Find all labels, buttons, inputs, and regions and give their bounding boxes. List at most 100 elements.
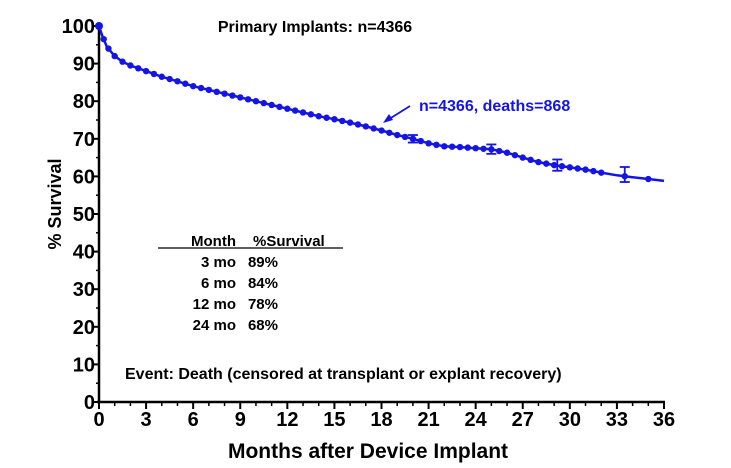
censor-marker (582, 166, 589, 173)
censor-marker (142, 67, 150, 75)
censor-marker (417, 137, 424, 145)
censor-marker (276, 103, 283, 111)
x-tick-label: 12 (276, 409, 298, 431)
censor-marker (291, 107, 299, 114)
censor-marker (111, 52, 118, 60)
censor-marker (543, 160, 550, 167)
censor-marker (95, 22, 103, 30)
censor-marker (645, 175, 652, 183)
x-tick-label: 36 (653, 409, 675, 431)
censor-marker (558, 163, 566, 170)
censor-marker (205, 86, 213, 94)
y-tick-label: 30 (73, 279, 95, 301)
censor-marker (229, 92, 236, 99)
censor-marker (464, 144, 472, 151)
y-tick-label: 10 (73, 354, 95, 376)
censor-marker (511, 151, 519, 159)
table-row-month: 12 mo (193, 296, 236, 313)
censor-marker (284, 105, 291, 112)
censor-marker (100, 35, 107, 43)
censor-marker (527, 156, 534, 164)
table-row-month: 6 mo (201, 275, 236, 292)
y-tick-label: 80 (73, 91, 95, 113)
censor-marker (197, 84, 205, 92)
x-axis-title: Months after Device Implant (228, 440, 508, 463)
table-header-survival: %Survival (253, 233, 325, 250)
censor-marker (386, 129, 393, 136)
table-row-survival: 84% (248, 275, 278, 292)
censor-marker (496, 147, 503, 155)
event-note: Event: Death (censored at transplant or … (125, 366, 562, 383)
survival-curve-line (97, 25, 665, 183)
censor-marker (378, 127, 385, 134)
table-row-survival: 89% (248, 254, 278, 271)
censor-marker (339, 117, 346, 125)
censor-marker (441, 143, 448, 150)
censor-markers (95, 22, 652, 183)
censor-marker (362, 123, 370, 130)
table-row-month: 24 mo (193, 317, 236, 334)
table-row-survival: 68% (248, 317, 278, 334)
y-tick-label: 40 (73, 242, 95, 264)
censor-marker (550, 161, 558, 169)
censor-marker (244, 96, 252, 103)
censor-marker (119, 58, 126, 65)
y-tick-label: 0 (84, 392, 95, 414)
censor-marker (166, 75, 173, 83)
series-label: n=4366, deaths=868 (419, 98, 570, 115)
censor-marker (182, 80, 189, 87)
censor-marker (472, 145, 479, 152)
censor-marker (590, 167, 597, 175)
censor-marker (252, 98, 260, 105)
censor-marker (456, 143, 464, 151)
x-tick-label: 3 (141, 409, 152, 431)
censor-marker (221, 90, 228, 97)
y-tick-label: 20 (73, 317, 95, 339)
censor-marker (535, 158, 542, 166)
censor-marker (150, 70, 158, 78)
censor-marker (135, 65, 142, 72)
censor-marker (237, 94, 244, 101)
censor-marker (346, 119, 354, 126)
censor-marker (331, 116, 338, 123)
y-tick-label: 70 (73, 129, 95, 151)
censor-marker (574, 165, 581, 172)
censor-marker (370, 125, 377, 132)
x-tick-label: 33 (606, 409, 628, 431)
censor-marker (213, 88, 220, 96)
censor-marker (354, 121, 362, 128)
censor-marker (299, 109, 307, 116)
x-tick-label: 9 (235, 409, 246, 431)
censor-marker (566, 164, 574, 171)
censor-marker (189, 82, 197, 90)
table-header-month: Month (191, 233, 236, 250)
series-label-arrowhead (383, 114, 393, 123)
censor-marker (433, 141, 440, 149)
censor-marker (425, 140, 432, 147)
censor-marker (480, 145, 487, 152)
censor-marker (268, 101, 275, 109)
x-tick-label: 21 (417, 409, 439, 431)
y-axis-title: % Survival (45, 158, 65, 249)
x-tick-label: 27 (512, 409, 534, 431)
y-tick-label: 90 (73, 54, 95, 76)
y-tick-label: 50 (73, 204, 95, 226)
x-axis-ticks: 0 3 6 9 12 15 18 21 24 27 30 33 36 (93, 402, 675, 431)
y-tick-label: 60 (73, 166, 95, 188)
chart-title: Primary Implants: n=4366 (218, 19, 412, 36)
censor-marker (598, 169, 605, 176)
censor-marker (315, 113, 322, 120)
censor-marker (519, 154, 526, 161)
censor-marker (127, 62, 134, 69)
survival-table: Month %Survival 3 mo 89% 6 mo 84% 12 mo … (158, 233, 343, 334)
x-tick-label: 18 (370, 409, 392, 431)
x-tick-label: 24 (465, 409, 488, 431)
x-tick-label: 0 (93, 409, 104, 431)
censor-marker (323, 114, 330, 121)
error-bars (407, 134, 630, 183)
censor-marker (174, 78, 181, 85)
x-tick-label: 6 (188, 409, 199, 431)
censor-marker (260, 99, 267, 107)
table-row-month: 3 mo (201, 254, 236, 271)
